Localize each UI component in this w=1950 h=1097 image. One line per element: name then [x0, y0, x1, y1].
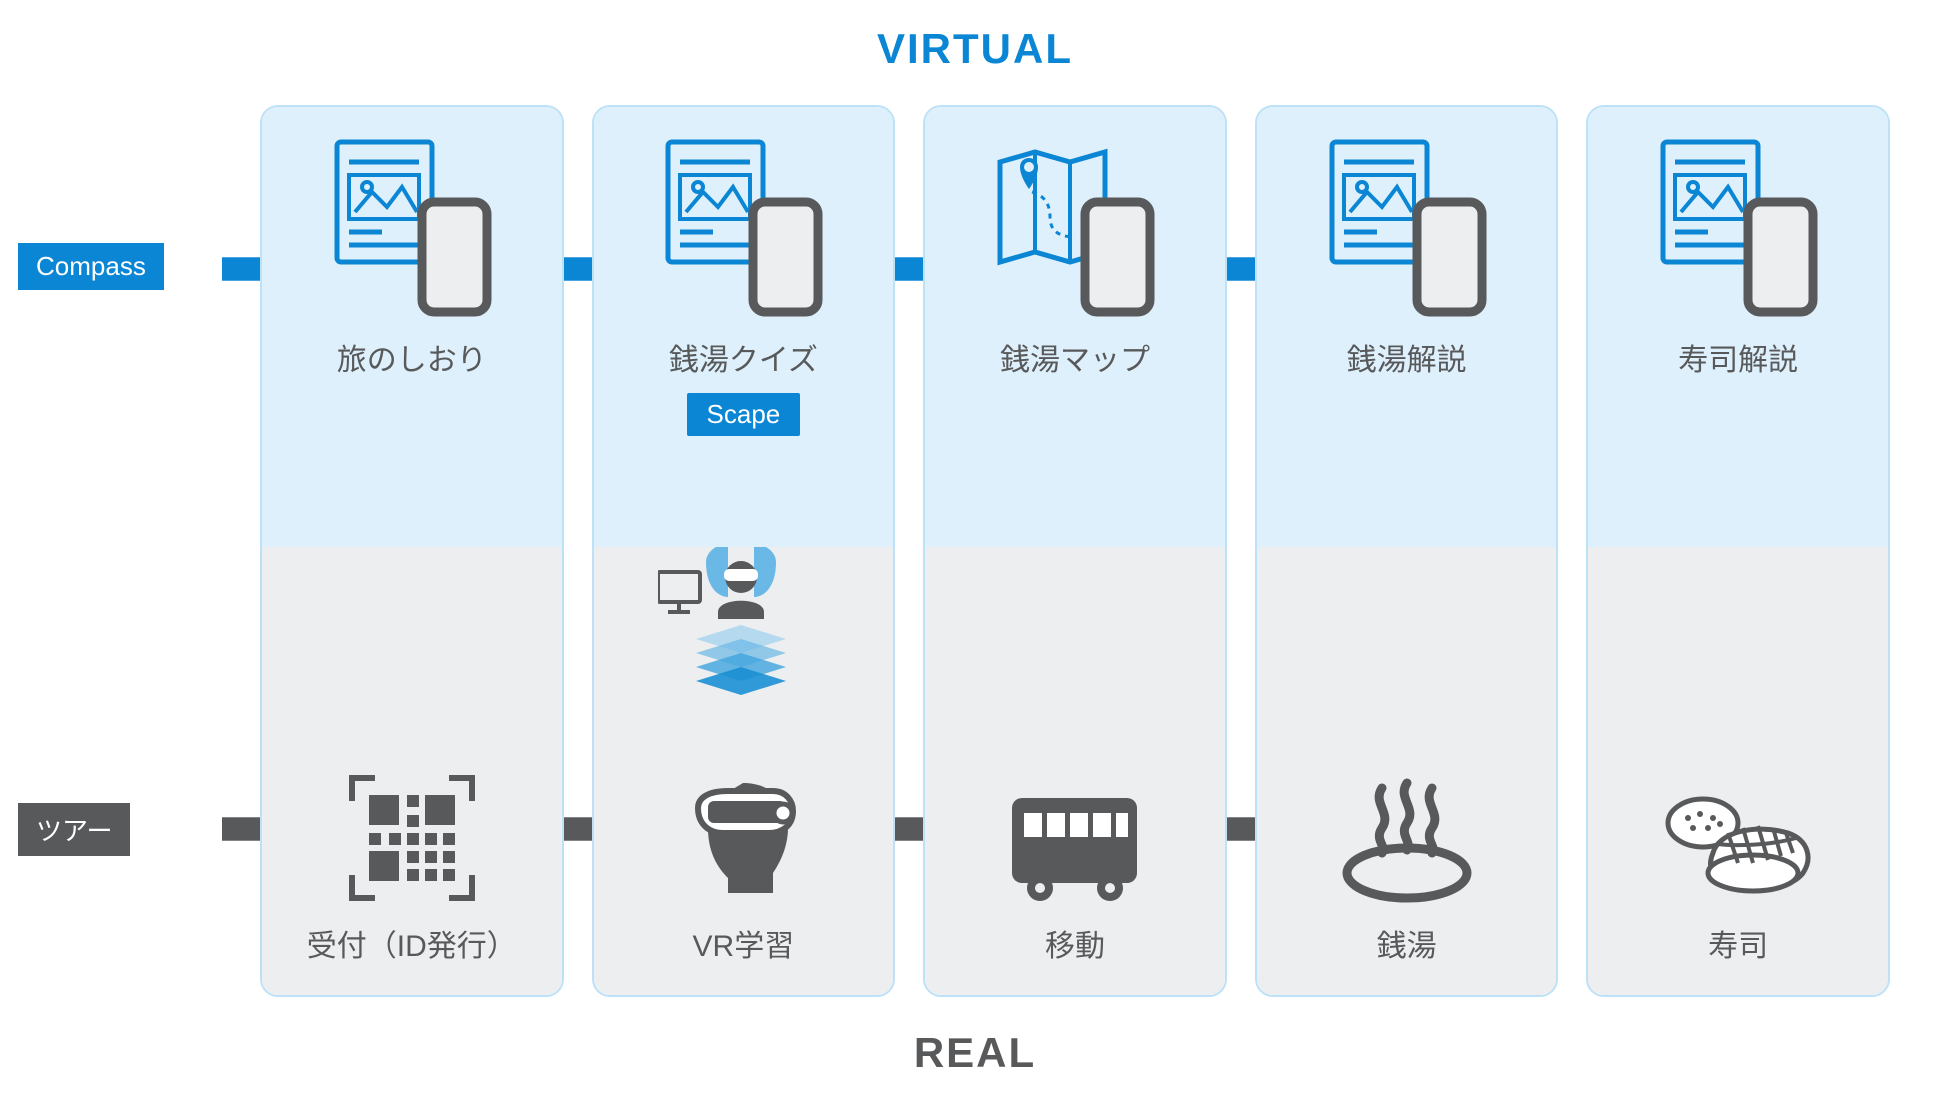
card-1: 銭湯クイズ Scape VR学習 [592, 105, 896, 997]
card-bottom-label: 寿司 [1708, 921, 1768, 965]
qr-icon [347, 773, 477, 903]
sushi-icon [1658, 778, 1818, 903]
card-top-label: 銭湯解説 [1347, 335, 1467, 379]
card-bottom-label: 銭湯 [1377, 921, 1437, 965]
scape-badge: Scape [687, 393, 801, 436]
scape-icon [658, 547, 828, 702]
card-top-label: 旅のしおり [337, 335, 487, 379]
doc-phone-icon [327, 137, 497, 317]
card-top: 銭湯クイズ Scape [594, 107, 894, 547]
doc-phone-icon [658, 137, 828, 317]
card-bottom-label: VR学習 [693, 921, 795, 965]
card-4: 寿司解説寿司 [1586, 105, 1890, 997]
card-bottom-label: 受付（ID発行） [307, 921, 517, 965]
card-2: 銭湯マップ移動 [923, 105, 1227, 997]
real-title: REAL [914, 1029, 1036, 1077]
card-3: 銭湯解説銭湯 [1255, 105, 1559, 997]
tour-badge: ツアー [18, 803, 130, 856]
card-top: 銭湯マップ [925, 107, 1225, 547]
card-bottom: 受付（ID発行） [262, 547, 562, 995]
doc-phone-icon [1653, 137, 1823, 317]
onsen-icon [1337, 778, 1477, 903]
virtual-title: VIRTUAL [877, 25, 1073, 73]
compass-badge: Compass [18, 243, 164, 290]
card-top-label: 銭湯クイズ [669, 335, 818, 379]
card-bottom: 寿司 [1588, 547, 1888, 995]
vr-head-icon [678, 773, 808, 903]
card-0: 旅のしおり受付（ID発行） [260, 105, 564, 997]
map-phone-icon [990, 137, 1160, 317]
card-bottom: VR学習 [594, 547, 894, 995]
card-top: 旅のしおり [262, 107, 562, 547]
card-top-label: 銭湯マップ [1000, 335, 1150, 379]
card-bottom: 銭湯 [1257, 547, 1557, 995]
doc-phone-icon [1322, 137, 1492, 317]
card-top: 銭湯解説 [1257, 107, 1557, 547]
card-bottom: 移動 [925, 547, 1225, 995]
bus-icon [1002, 783, 1147, 903]
card-bottom-label: 移動 [1045, 921, 1105, 965]
card-top: 寿司解説 [1588, 107, 1888, 547]
card-top-label: 寿司解説 [1678, 335, 1798, 379]
cards-row: 旅のしおり受付（ID発行）銭湯クイズScapeVR学習銭湯マップ移動銭湯解説銭湯… [260, 105, 1890, 997]
